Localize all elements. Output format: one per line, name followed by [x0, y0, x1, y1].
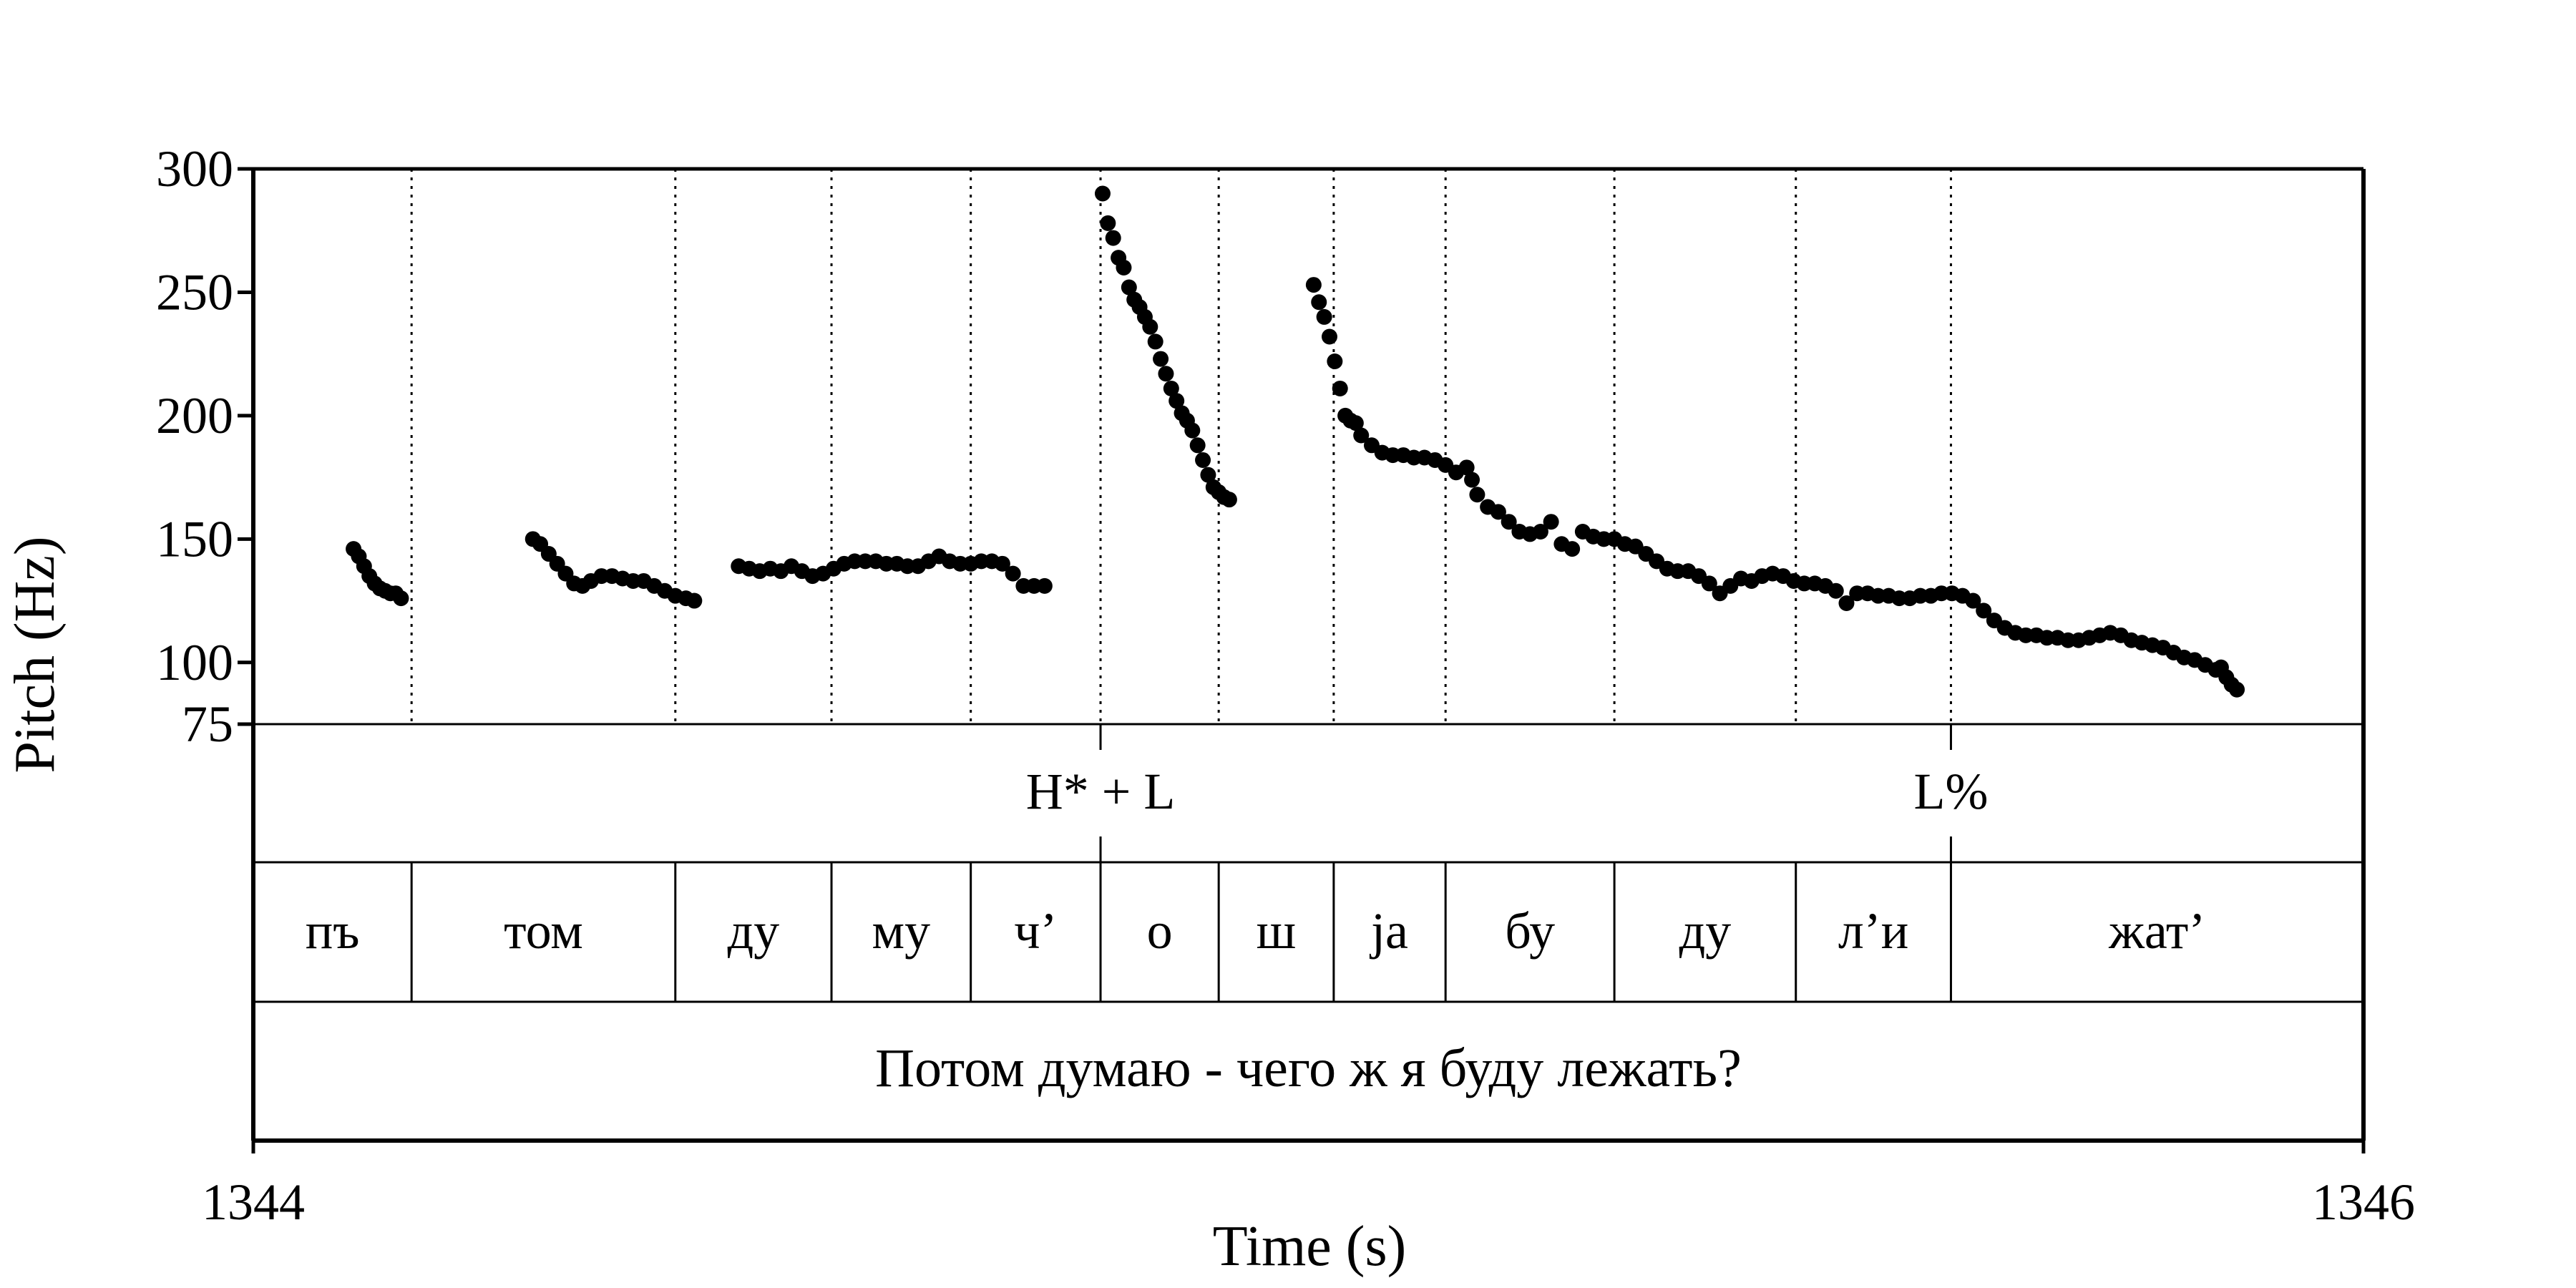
- pitch-point: [1153, 351, 1169, 367]
- pitch-point: [1189, 437, 1206, 454]
- pitch-point: [1316, 308, 1332, 325]
- syllable-label: жат’: [2108, 902, 2205, 960]
- pitch-point: [1200, 467, 1216, 483]
- pitch-point: [1005, 565, 1021, 582]
- pitch-point: [1094, 185, 1111, 202]
- pitch-point: [1490, 504, 1506, 520]
- x-tick-label: 1346: [2312, 1174, 2415, 1231]
- pitch-point: [1195, 452, 1211, 468]
- pitch-point: [1532, 523, 1548, 540]
- tone-label: L%: [1913, 763, 1988, 820]
- pitch-point: [1163, 380, 1179, 396]
- y-tick-label: 75: [182, 696, 233, 753]
- syllable-label: му: [872, 902, 931, 960]
- pitch-point: [1116, 259, 1132, 275]
- pitch-point: [1121, 279, 1137, 296]
- pitch-point: [686, 592, 703, 609]
- pitch-point: [1965, 592, 1981, 609]
- y-tick-label: 100: [156, 634, 233, 691]
- y-tick-label: 200: [156, 387, 233, 444]
- pitch-point: [1464, 472, 1480, 488]
- pitch-point: [1305, 277, 1322, 293]
- annotation-tiers: H* + L L% пъ том ду му ч’ о ш jа бу ду л’и жат’ Потом …: [306, 724, 2205, 1098]
- syllable-label: ч’: [1014, 902, 1057, 960]
- pitch-point: [1469, 487, 1485, 503]
- syllable-label: о: [1147, 902, 1173, 960]
- pitch-point: [1147, 333, 1163, 350]
- sentence-label: Потом думаю - чего ж я буду лежать?: [875, 1038, 1742, 1098]
- pitch-point: [1564, 541, 1581, 557]
- pitch-point: [1347, 415, 1364, 431]
- pitch-point: [1327, 353, 1343, 370]
- syllable-label: л’и: [1838, 902, 1908, 960]
- pitch-point: [1701, 575, 1717, 592]
- pitch-point: [1332, 380, 1348, 396]
- pitch-points: [346, 185, 2245, 698]
- pitch-point: [1221, 492, 1237, 508]
- y-tick-label: 250: [156, 263, 233, 321]
- syllable-label: ду: [728, 902, 780, 960]
- boundary-lines: [410, 169, 1952, 724]
- pitch-point: [1105, 230, 1121, 246]
- pitch-point: [1169, 393, 1185, 409]
- syllable-label: бу: [1505, 902, 1555, 960]
- pitch-point: [1458, 459, 1475, 476]
- syllable-label: jа: [1369, 902, 1408, 960]
- syllable-label: ду: [1679, 902, 1732, 960]
- pitch-point: [1158, 366, 1174, 382]
- y-tick-label: 300: [156, 140, 233, 197]
- pitch-point: [1142, 318, 1158, 335]
- x-axis-title: Time (s): [1213, 1215, 1406, 1278]
- pitch-point: [1838, 595, 1855, 612]
- pitch-point: [2229, 681, 2245, 698]
- syllable-label: ш: [1257, 902, 1296, 960]
- pitch-point: [1184, 422, 1201, 439]
- pitch-point: [1976, 602, 1992, 619]
- pitch-point: [1321, 328, 1337, 345]
- x-tick-label: 1344: [202, 1174, 305, 1231]
- pitch-point: [1036, 577, 1053, 594]
- pitch-point: [994, 555, 1010, 572]
- tone-label: H* + L: [1026, 763, 1176, 820]
- pitch-point: [1828, 582, 1844, 599]
- pitch-point: [1543, 514, 1559, 530]
- y-axis-title: Pitch (Hz): [4, 536, 67, 773]
- pitch-point: [393, 590, 409, 607]
- y-tick-label: 150: [156, 510, 233, 567]
- pitch-point: [1100, 215, 1116, 231]
- plot-frame: [251, 167, 2366, 1143]
- pitch-point: [1501, 514, 1517, 530]
- pitch-point: [1311, 294, 1327, 311]
- pitch-point: [1353, 427, 1370, 444]
- syllable-label: том: [504, 902, 583, 960]
- syllable-label: пъ: [306, 902, 360, 960]
